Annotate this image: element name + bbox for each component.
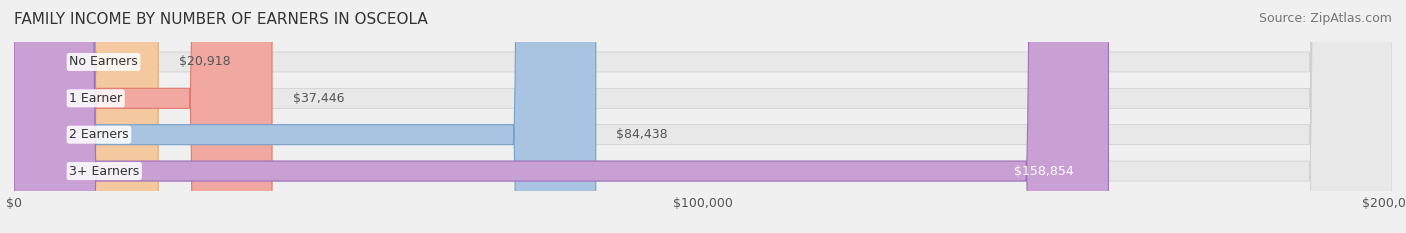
FancyBboxPatch shape — [14, 0, 1392, 233]
FancyBboxPatch shape — [14, 0, 596, 233]
FancyBboxPatch shape — [14, 0, 157, 233]
Text: 3+ Earners: 3+ Earners — [69, 164, 139, 178]
FancyBboxPatch shape — [14, 0, 1392, 233]
Text: No Earners: No Earners — [69, 55, 138, 69]
FancyBboxPatch shape — [14, 0, 271, 233]
Text: 2 Earners: 2 Earners — [69, 128, 129, 141]
Text: $158,854: $158,854 — [1014, 164, 1074, 178]
Text: $84,438: $84,438 — [616, 128, 668, 141]
Text: 1 Earner: 1 Earner — [69, 92, 122, 105]
FancyBboxPatch shape — [14, 0, 1392, 233]
Text: FAMILY INCOME BY NUMBER OF EARNERS IN OSCEOLA: FAMILY INCOME BY NUMBER OF EARNERS IN OS… — [14, 12, 427, 27]
Text: $37,446: $37,446 — [292, 92, 344, 105]
Text: Source: ZipAtlas.com: Source: ZipAtlas.com — [1258, 12, 1392, 25]
Text: $20,918: $20,918 — [179, 55, 231, 69]
FancyBboxPatch shape — [14, 0, 1392, 233]
FancyBboxPatch shape — [14, 0, 1108, 233]
